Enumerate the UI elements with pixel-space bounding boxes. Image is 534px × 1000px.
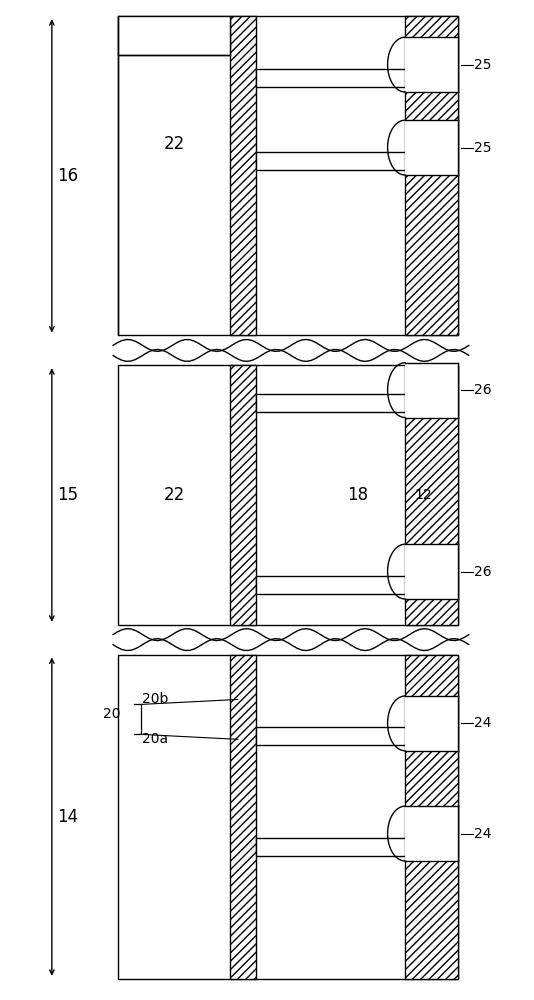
Text: 18: 18	[347, 486, 368, 504]
Bar	[256, 394, 405, 412]
Text: 26: 26	[474, 565, 492, 579]
Bar	[405, 544, 458, 599]
Text: 24: 24	[474, 716, 492, 730]
Bar	[256, 727, 405, 745]
Text: 25: 25	[474, 141, 492, 155]
Text: 20a: 20a	[142, 732, 168, 746]
Bar	[256, 838, 405, 856]
Text: 15: 15	[57, 486, 78, 504]
Bar	[405, 363, 458, 418]
Text: 12: 12	[415, 488, 433, 502]
Text: 20b: 20b	[142, 692, 169, 706]
Bar	[256, 152, 405, 170]
Bar	[405, 365, 458, 625]
Bar	[118, 365, 458, 625]
Text: 16: 16	[57, 167, 78, 185]
Text: 14: 14	[57, 808, 78, 826]
Text: 22: 22	[163, 135, 185, 153]
Text: 24: 24	[474, 827, 492, 841]
Bar	[405, 806, 458, 861]
Bar	[256, 576, 405, 594]
Bar	[256, 69, 405, 87]
Bar	[405, 655, 458, 979]
Bar	[405, 696, 458, 751]
Bar	[118, 655, 458, 979]
Bar	[405, 16, 458, 335]
Bar	[118, 16, 458, 335]
Bar	[230, 365, 256, 625]
Bar	[118, 16, 230, 55]
Bar	[230, 655, 256, 979]
Text: 26: 26	[474, 383, 492, 397]
Bar	[405, 120, 458, 175]
Text: 22: 22	[163, 486, 185, 504]
Text: 20: 20	[104, 707, 121, 721]
Text: 25: 25	[474, 58, 492, 72]
Bar	[230, 16, 256, 335]
Bar	[405, 37, 458, 92]
